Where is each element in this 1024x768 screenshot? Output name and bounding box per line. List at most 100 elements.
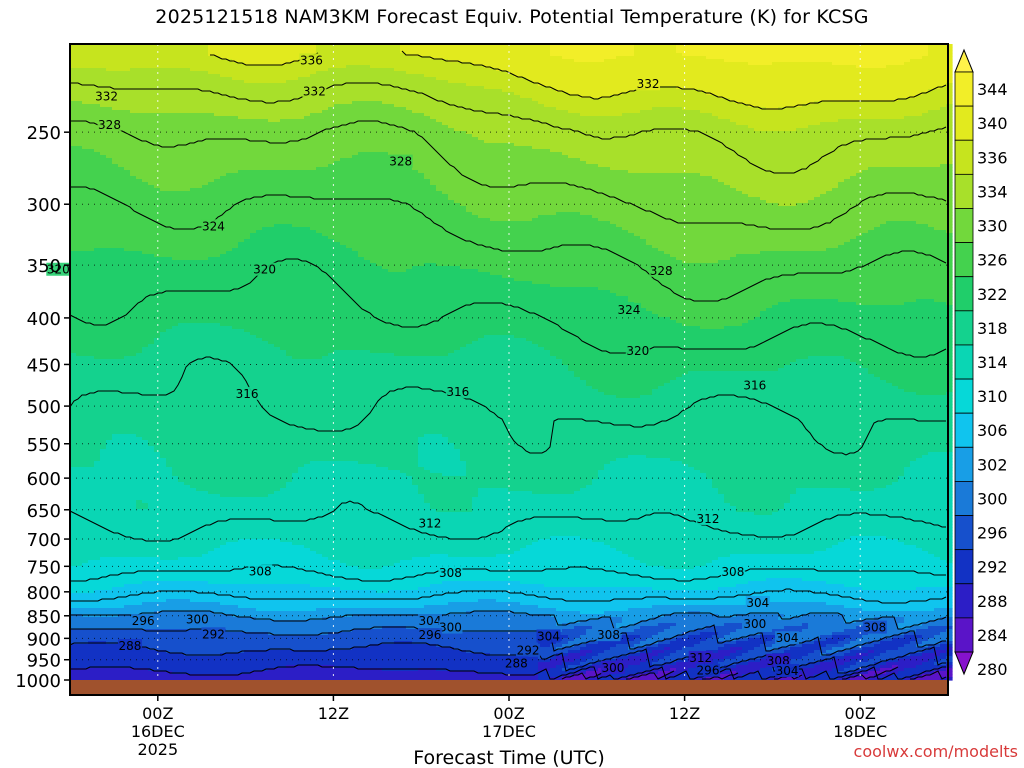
theta-e-cell: [436, 104, 443, 108]
theta-e-cell: [850, 56, 857, 60]
theta-e-cell: [718, 53, 725, 57]
theta-e-cell: [190, 107, 197, 111]
theta-e-cell: [790, 56, 797, 60]
theta-e-cell: [682, 98, 689, 102]
theta-e-cell: [904, 95, 911, 99]
theta-e-cell: [526, 74, 533, 78]
theta-e-cell: [514, 80, 521, 84]
theta-e-cell: [442, 80, 449, 84]
theta-e-cell: [742, 83, 749, 87]
theta-e-cell: [214, 71, 221, 75]
theta-e-cell: [622, 80, 629, 84]
theta-e-cell: [628, 44, 635, 48]
theta-e-cell: [916, 80, 923, 84]
theta-e-cell: [568, 77, 575, 81]
theta-e-cell: [718, 50, 725, 54]
theta-e-cell: [514, 53, 521, 57]
theta-e-cell: [172, 101, 179, 105]
theta-e-cell: [934, 47, 941, 51]
theta-e-cell: [148, 44, 155, 48]
theta-e-cell: [514, 107, 521, 111]
theta-e-cell: [736, 80, 743, 84]
theta-e-cell: [652, 92, 659, 96]
theta-e-cell: [568, 50, 575, 54]
theta-e-cell: [310, 77, 317, 81]
theta-e-cell: [172, 89, 179, 93]
theta-e-cell: [466, 50, 473, 54]
theta-e-cell: [730, 50, 737, 54]
theta-e-cell: [454, 53, 461, 57]
theta-e-cell: [358, 107, 365, 111]
theta-e-cell: [364, 47, 371, 51]
theta-e-cell: [280, 95, 287, 99]
theta-e-cell: [370, 83, 377, 87]
theta-e-cell: [214, 77, 221, 81]
theta-e-cell: [592, 107, 599, 111]
theta-e-cell: [826, 98, 833, 102]
theta-e-cell: [868, 107, 875, 111]
theta-e-cell: [910, 62, 917, 66]
theta-e-cell: [502, 101, 509, 105]
theta-e-cell: [604, 89, 611, 93]
theta-e-cell: [790, 104, 797, 108]
theta-e-cell: [208, 86, 215, 90]
theta-e-cell: [550, 83, 557, 87]
theta-e-cell: [298, 101, 305, 105]
theta-e-cell: [118, 62, 125, 66]
theta-e-cell: [166, 53, 173, 57]
theta-e-cell: [790, 77, 797, 81]
theta-e-cell: [448, 101, 455, 105]
theta-e-cell: [130, 65, 137, 69]
theta-e-cell: [784, 62, 791, 66]
theta-e-cell: [340, 68, 347, 72]
theta-e-cell: [940, 86, 947, 90]
theta-e-cell: [736, 92, 743, 96]
theta-e-cell: [118, 74, 125, 78]
theta-e-cell: [358, 86, 365, 90]
theta-e-cell: [466, 104, 473, 108]
theta-e-cell: [634, 56, 641, 60]
theta-e-cell: [892, 80, 899, 84]
theta-e-cell: [772, 53, 779, 57]
theta-e-cell: [262, 71, 269, 75]
theta-e-cell: [448, 65, 455, 69]
theta-e-cell: [688, 50, 695, 54]
theta-e-cell: [448, 89, 455, 93]
theta-e-cell: [220, 86, 227, 90]
theta-e-cell: [940, 50, 947, 54]
theta-e-cell: [736, 98, 743, 102]
theta-e-cell: [940, 65, 947, 69]
theta-e-cell: [184, 44, 191, 48]
theta-e-cell: [886, 107, 893, 111]
theta-e-cell: [196, 65, 203, 69]
theta-e-cell: [910, 68, 917, 72]
theta-e-cell: [832, 62, 839, 66]
theta-e-cell: [898, 44, 905, 48]
theta-e-cell: [598, 77, 605, 81]
theta-e-cell: [712, 68, 719, 72]
theta-e-cell: [418, 65, 425, 69]
theta-e-cell: [670, 107, 677, 111]
theta-e-cell: [784, 50, 791, 54]
theta-e-cell: [466, 77, 473, 81]
theta-e-cell: [682, 95, 689, 99]
theta-e-cell: [664, 71, 671, 75]
theta-e-cell: [832, 74, 839, 78]
theta-e-cell: [946, 44, 953, 48]
theta-e-cell: [304, 98, 311, 102]
theta-e-cell: [166, 68, 173, 72]
theta-e-cell: [70, 86, 77, 90]
theta-e-cell: [436, 95, 443, 99]
theta-e-cell: [700, 47, 707, 51]
theta-e-cell: [628, 62, 635, 66]
theta-e-cell: [382, 98, 389, 102]
theta-e-cell: [472, 65, 479, 69]
theta-e-cell: [688, 92, 695, 96]
theta-e-cell: [220, 101, 227, 105]
theta-e-cell: [826, 92, 833, 96]
theta-e-cell: [496, 44, 503, 48]
theta-e-cell: [226, 98, 233, 102]
theta-e-cell: [646, 71, 653, 75]
theta-e-cell: [658, 56, 665, 60]
theta-e-cell: [832, 65, 839, 69]
